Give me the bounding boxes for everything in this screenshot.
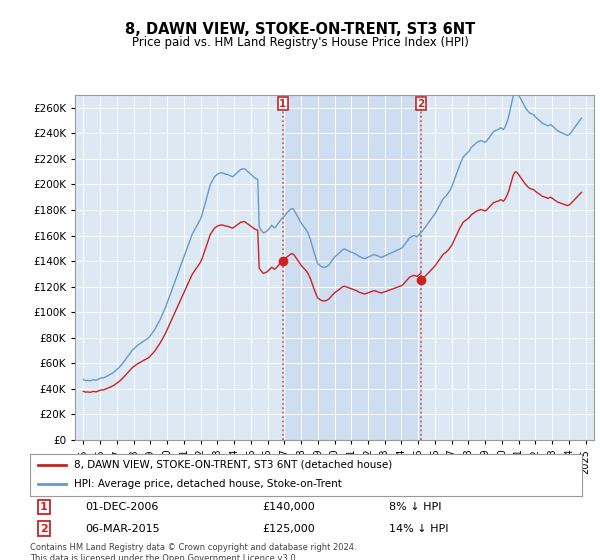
Text: 8, DAWN VIEW, STOKE-ON-TRENT, ST3 6NT: 8, DAWN VIEW, STOKE-ON-TRENT, ST3 6NT (125, 22, 475, 38)
Text: 2: 2 (418, 99, 425, 109)
Text: 01-DEC-2006: 01-DEC-2006 (85, 502, 158, 512)
Text: HPI: Average price, detached house, Stoke-on-Trent: HPI: Average price, detached house, Stok… (74, 479, 342, 489)
Text: 06-MAR-2015: 06-MAR-2015 (85, 524, 160, 534)
Text: 8% ↓ HPI: 8% ↓ HPI (389, 502, 442, 512)
Text: £125,000: £125,000 (262, 524, 314, 534)
Text: 1: 1 (40, 502, 47, 512)
Text: Price paid vs. HM Land Registry's House Price Index (HPI): Price paid vs. HM Land Registry's House … (131, 36, 469, 49)
Text: £140,000: £140,000 (262, 502, 314, 512)
Text: 2: 2 (40, 524, 47, 534)
Text: 14% ↓ HPI: 14% ↓ HPI (389, 524, 448, 534)
Text: Contains HM Land Registry data © Crown copyright and database right 2024.
This d: Contains HM Land Registry data © Crown c… (30, 543, 356, 560)
Text: 1: 1 (279, 99, 287, 109)
Bar (283, 95, 421, 440)
Text: 8, DAWN VIEW, STOKE-ON-TRENT, ST3 6NT (detached house): 8, DAWN VIEW, STOKE-ON-TRENT, ST3 6NT (d… (74, 460, 392, 470)
